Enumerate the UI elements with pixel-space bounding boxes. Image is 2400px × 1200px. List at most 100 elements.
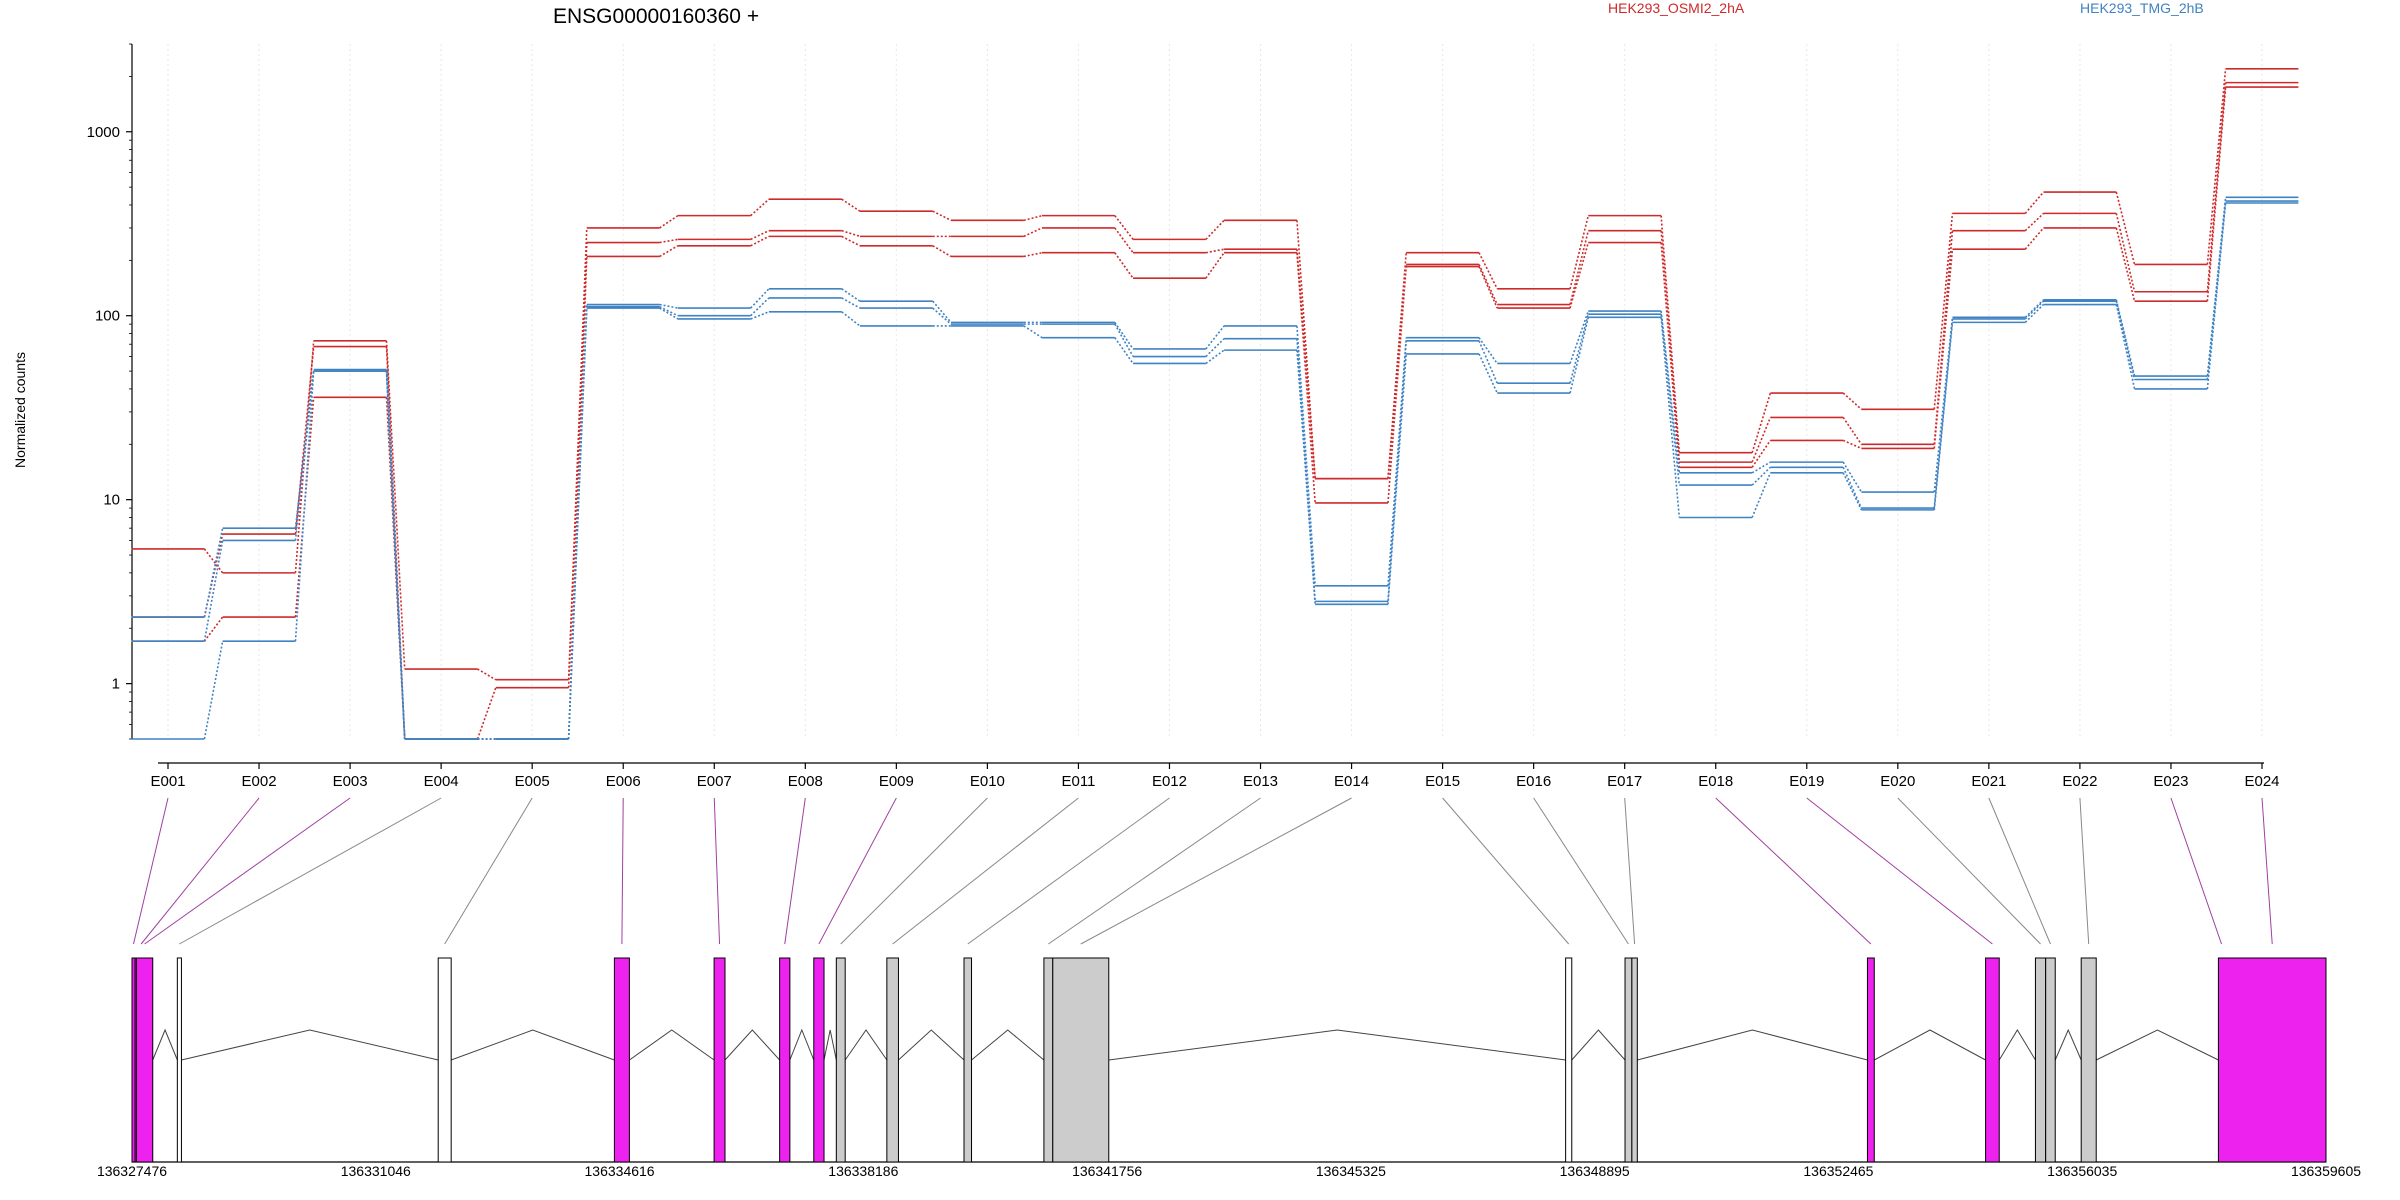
genome-coordinate-label: 136345325 — [1316, 1163, 1386, 1179]
series-red-3-transition — [932, 245, 952, 258]
x-tick-label-e003: E003 — [333, 773, 368, 790]
x-tick-label-e017: E017 — [1607, 773, 1642, 790]
x-tick-label-e016: E016 — [1516, 773, 1551, 790]
exon-box-e022 — [2080, 957, 2097, 1163]
connector-e014 — [1080, 797, 1352, 945]
intron-arc — [823, 1029, 837, 1061]
exon-box-e006 — [613, 957, 630, 1163]
series-blue-4-transition — [932, 300, 952, 323]
connector-e024 — [2261, 797, 2273, 945]
x-tick-label-e007: E007 — [697, 773, 732, 790]
exon-box-e009 — [813, 957, 825, 1163]
x-tick-label-e015: E015 — [1425, 773, 1460, 790]
series-blue-4-transition — [2024, 299, 2045, 318]
exon-box-e018 — [1866, 957, 1875, 1163]
series-red-3-transition — [294, 397, 315, 618]
exon-box-e003 — [135, 957, 154, 1163]
series-blue-4-transition — [1478, 337, 1498, 364]
genome-coordinate-label: 136338186 — [828, 1163, 898, 1179]
y-tick-label: 10 — [103, 492, 120, 509]
series-blue-6-transition — [1569, 317, 1590, 394]
genome-coordinate-label: 136359605 — [2291, 1163, 2361, 1179]
x-tick-label-e008: E008 — [788, 773, 823, 790]
series-red-3-transition — [1933, 249, 1954, 449]
series-blue-6-transition — [203, 641, 224, 740]
connector-e009 — [818, 797, 897, 945]
series-red-2-transition — [1569, 230, 1590, 305]
series-red-1-transition — [203, 548, 224, 574]
series-blue-4-transition — [1842, 461, 1863, 493]
series-red-3-transition — [1751, 439, 1772, 468]
series-blue-6-transition — [294, 371, 315, 642]
exon-box-e017 — [1631, 957, 1638, 1163]
series-blue-6-transition — [2206, 202, 2227, 390]
series-blue-6-transition — [567, 308, 588, 740]
series-red-1-transition — [1023, 214, 1043, 222]
series-blue-6-transition — [2024, 303, 2045, 323]
intron-arc — [181, 1029, 439, 1061]
series-red-3-transition — [1842, 439, 1862, 450]
exon-box-e014 — [1052, 957, 1110, 1163]
series-blue-5-transition — [203, 540, 224, 642]
series-red-3-transition — [1478, 266, 1498, 309]
x-tick-label-e024: E024 — [2244, 773, 2279, 790]
series-blue-4-transition — [1569, 310, 1590, 364]
series-blue-6-transition — [1751, 472, 1772, 518]
genome-coordinate-label: 136356035 — [2047, 1163, 2117, 1179]
intron-arc — [2095, 1029, 2219, 1061]
series-blue-5-transition — [841, 297, 861, 309]
series-red-3-transition — [750, 235, 770, 247]
exon-box-e016 — [1624, 957, 1633, 1163]
series-red-1-transition — [1751, 392, 1772, 453]
series-blue-6-transition — [1933, 322, 1954, 510]
intron-arc — [789, 1028, 815, 1061]
series-red-1-transition — [1933, 213, 1954, 410]
series-blue-4-transition — [841, 288, 861, 302]
x-tick-label-e021: E021 — [1971, 773, 2006, 790]
intron-arc — [1998, 1029, 2036, 1061]
series-blue-4-transition — [750, 288, 770, 309]
series-red-3-transition — [1205, 252, 1225, 279]
series-blue-6-transition — [750, 311, 770, 320]
exon-box-e008 — [779, 957, 791, 1163]
series-red-1-transition — [2206, 68, 2227, 265]
series-red-1-transition — [1478, 252, 1498, 290]
series-red-3-transition — [1569, 242, 1590, 309]
connector-e016 — [1533, 797, 1629, 945]
series-red-3-transition — [1296, 252, 1316, 503]
x-tick-label-e009: E009 — [879, 773, 914, 790]
exon-box-e012 — [963, 957, 973, 1163]
connector-e017 — [1624, 797, 1636, 945]
intron-arc — [971, 1029, 1045, 1061]
intron-arc — [152, 1028, 178, 1061]
series-blue-6-transition — [1023, 325, 1043, 339]
intron-arc — [1571, 1029, 1626, 1061]
series-blue-5-transition — [2115, 300, 2136, 380]
series-blue-5-transition — [1569, 313, 1590, 384]
gridlines — [167, 44, 2263, 737]
series-red-2-transition — [294, 346, 315, 535]
x-tick-label-e014: E014 — [1334, 773, 1369, 790]
series-blue-4-transition — [1114, 321, 1134, 350]
series-red-2-transition — [2024, 212, 2045, 232]
series-red-1-transition — [1296, 220, 1316, 479]
genome-coordinate-label: 136348895 — [1560, 1163, 1630, 1179]
x-tick-label-e001: E001 — [150, 773, 185, 790]
series-blue-6-transition — [1842, 472, 1863, 511]
connector-e022 — [2079, 797, 2090, 945]
series-red-2-transition — [2115, 213, 2136, 292]
connector-e012 — [967, 797, 1170, 945]
x-tick-label-e013: E013 — [1243, 773, 1278, 790]
intron-arc — [2054, 1028, 2082, 1061]
y-axis-label: Normalized counts — [12, 352, 28, 468]
series-red-1-transition — [1205, 219, 1225, 240]
connector-e015 — [1442, 797, 1570, 945]
connector-e001 — [133, 797, 169, 945]
connector-e011 — [892, 797, 1079, 945]
series-red-3-transition — [841, 235, 861, 247]
intron-arc — [451, 1029, 615, 1061]
series-red-3-transition — [2115, 227, 2136, 302]
exon-box-e005 — [437, 957, 452, 1163]
series-red-1-transition — [750, 198, 770, 217]
intron-arc — [898, 1029, 965, 1061]
